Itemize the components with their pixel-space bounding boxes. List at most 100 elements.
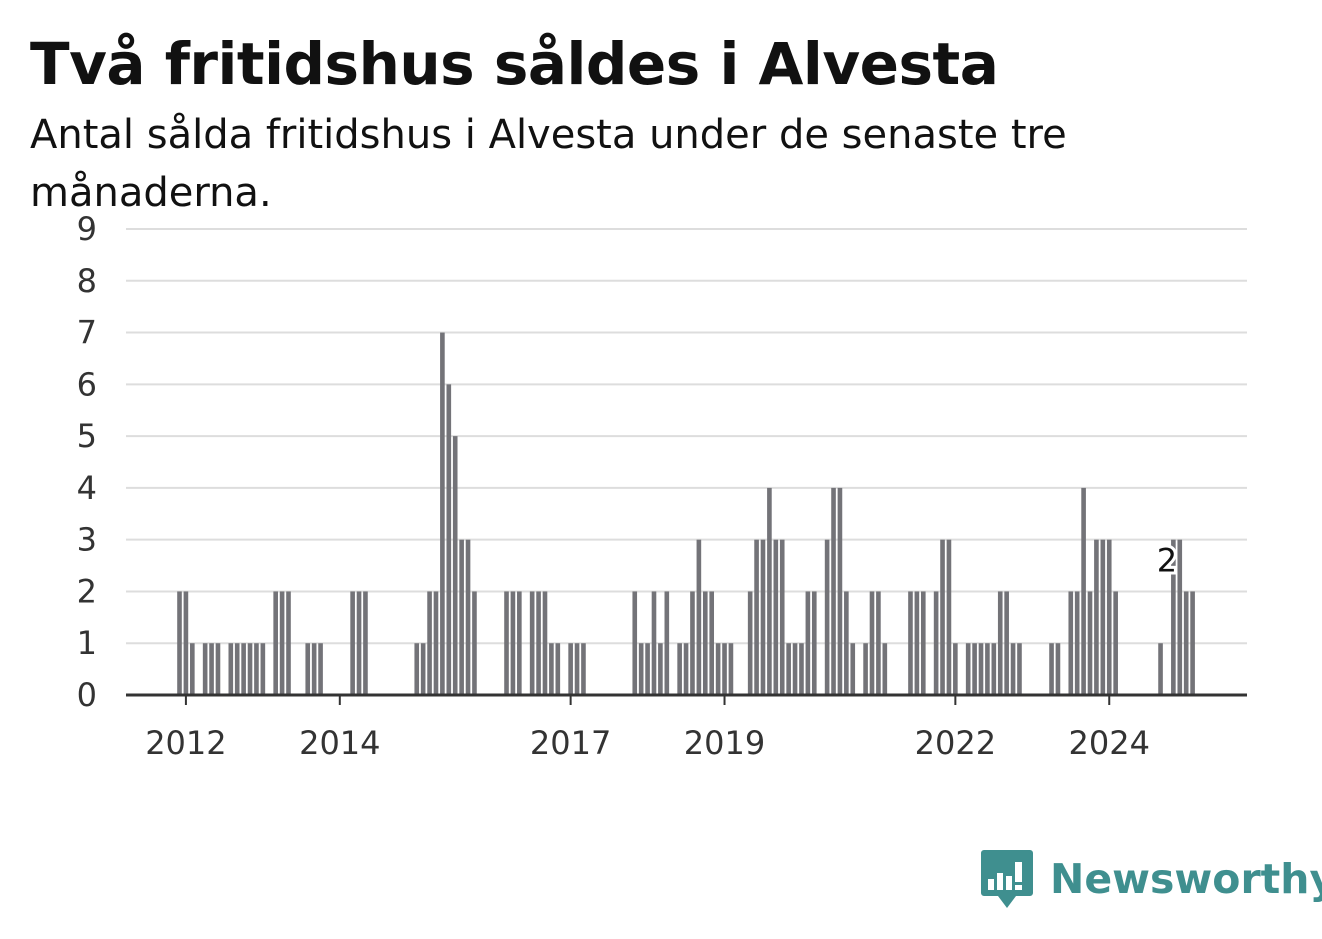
bar — [965, 643, 971, 695]
bar — [844, 591, 849, 695]
bar — [690, 591, 695, 695]
bar — [638, 643, 644, 695]
bar — [536, 591, 541, 695]
bar — [549, 643, 554, 695]
bar — [574, 643, 580, 695]
bar — [773, 539, 779, 695]
y-tick-label: 0 — [77, 676, 97, 714]
bar — [446, 384, 452, 695]
y-tick-label: 9 — [77, 210, 97, 248]
bar — [305, 643, 311, 695]
chart-subtitle: Antal sålda fritidshus i Alvesta under d… — [30, 112, 1067, 216]
bar — [318, 643, 323, 695]
x-axis-ticks: 2012 2014 2017 2019 2022 2024 — [145, 695, 1150, 762]
brand-name: Newsworthy — [1050, 855, 1322, 903]
bar — [177, 591, 182, 695]
bar — [1190, 591, 1195, 695]
bar — [542, 591, 548, 695]
bar — [465, 539, 471, 695]
bar — [1100, 539, 1106, 695]
bar — [882, 643, 888, 695]
bar — [529, 591, 535, 695]
bar — [459, 539, 464, 695]
chart-title: Två fritidshus såldes i Alvesta — [30, 30, 999, 98]
bar — [991, 643, 997, 695]
bar — [946, 539, 952, 695]
bar — [202, 643, 208, 695]
bar — [767, 487, 772, 695]
bar — [863, 643, 868, 695]
bar — [1081, 487, 1086, 695]
bar — [914, 591, 920, 695]
bar — [651, 591, 657, 695]
bar — [215, 643, 221, 695]
bar — [933, 591, 939, 695]
x-tick-label: 2012 — [145, 724, 226, 762]
bar — [754, 539, 759, 695]
bar — [1171, 539, 1176, 695]
bar — [1094, 539, 1099, 695]
bar — [702, 591, 708, 695]
bar — [510, 591, 516, 695]
bar — [1177, 539, 1183, 695]
y-tick-label: 6 — [77, 365, 97, 403]
bar — [311, 643, 317, 695]
bar — [805, 591, 811, 695]
bar — [799, 643, 804, 695]
bar — [1017, 643, 1022, 695]
bar — [209, 643, 214, 695]
y-tick-label: 1 — [77, 624, 97, 662]
bar — [1183, 591, 1189, 695]
bar — [260, 643, 266, 695]
bar — [940, 539, 945, 695]
bar — [228, 643, 234, 695]
bar — [1055, 643, 1061, 695]
bar — [241, 643, 246, 695]
bar — [273, 591, 278, 695]
bar — [953, 643, 958, 695]
bar — [824, 539, 830, 695]
y-tick-label: 5 — [77, 417, 97, 455]
bar — [568, 643, 573, 695]
bar — [472, 591, 477, 695]
bar — [350, 591, 355, 695]
bar — [1049, 643, 1054, 695]
bar — [581, 643, 586, 695]
bar — [286, 591, 291, 695]
bar — [183, 591, 189, 695]
bar — [760, 539, 766, 695]
bar — [664, 591, 670, 695]
y-tick-label: 8 — [77, 262, 97, 300]
bar — [1074, 591, 1080, 695]
bar — [234, 643, 240, 695]
bar — [433, 591, 439, 695]
bar — [677, 643, 682, 695]
bar — [420, 643, 426, 695]
bar — [997, 591, 1003, 695]
bar — [837, 487, 843, 695]
x-tick-label: 2014 — [299, 724, 380, 762]
bar — [811, 591, 817, 695]
bar — [908, 591, 913, 695]
y-tick-label: 3 — [77, 521, 97, 559]
bar — [555, 643, 561, 695]
bar — [920, 591, 926, 695]
bar — [414, 643, 420, 695]
bar — [356, 591, 362, 695]
bar — [452, 436, 458, 695]
bar — [279, 591, 285, 695]
bar — [504, 591, 509, 695]
bar — [1113, 591, 1118, 695]
newsworthy-logo: Newsworthy — [980, 848, 1322, 910]
bar — [709, 591, 715, 695]
bar — [779, 539, 785, 695]
bar — [632, 591, 638, 695]
y-tick-label: 4 — [77, 469, 97, 507]
x-tick-label: 2019 — [684, 724, 765, 762]
bar — [869, 591, 875, 695]
bar — [645, 643, 650, 695]
bar — [247, 643, 253, 695]
last-value-label: 2 — [1157, 541, 1177, 579]
last-value-callout: 2 — [1154, 538, 1180, 582]
